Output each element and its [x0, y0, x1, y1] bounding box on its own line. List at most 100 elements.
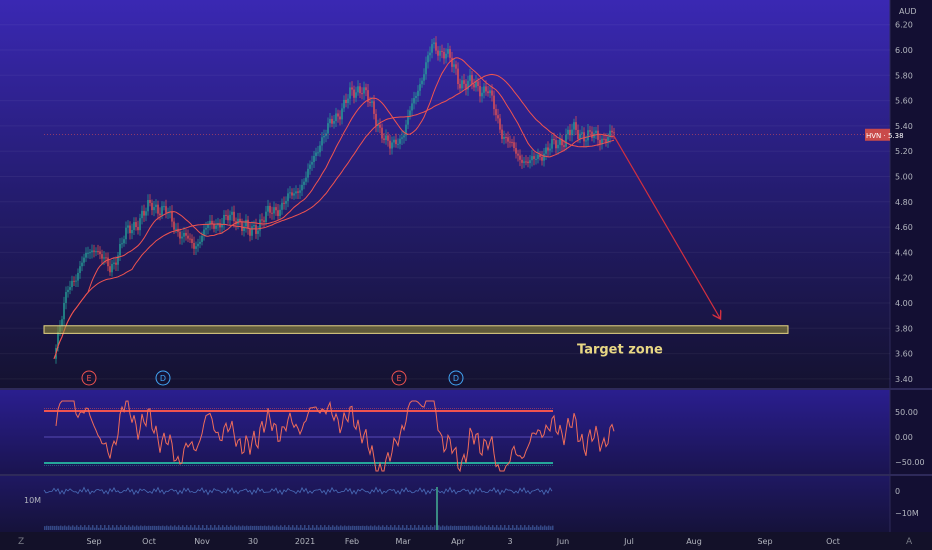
candle-body: [245, 219, 247, 227]
candle-body: [507, 137, 509, 142]
volume-bar: [280, 525, 282, 530]
volume-bar: [122, 527, 124, 530]
volume-tick-label: 0: [895, 487, 900, 496]
volume-bar: [52, 525, 54, 530]
candle-body: [411, 103, 413, 111]
volume-bar: [226, 525, 228, 530]
volume-bar: [172, 526, 174, 530]
candle-body: [289, 192, 291, 194]
volume-bar: [78, 526, 80, 530]
volume-bar: [244, 526, 246, 530]
candle-body: [265, 211, 267, 222]
candle-body: [537, 154, 539, 159]
volume-bar: [526, 527, 528, 530]
price-tick-label: 4.60: [895, 223, 913, 232]
volume-pane-background: [0, 476, 890, 532]
volume-bar: [376, 526, 378, 530]
candle-body: [461, 80, 463, 89]
volume-bar: [110, 527, 112, 530]
volume-bar: [326, 527, 328, 530]
volume-bar: [208, 527, 210, 530]
time-tick-label: Apr: [451, 537, 466, 546]
candle-body: [219, 223, 221, 228]
volume-bar: [336, 525, 338, 530]
volume-bar: [450, 525, 452, 530]
volume-bar: [214, 525, 216, 530]
candle-body: [381, 127, 383, 139]
volume-bar: [340, 525, 342, 530]
candle-body: [441, 50, 443, 52]
candle-body: [531, 156, 533, 161]
volume-bar: [180, 526, 182, 530]
candle-body: [123, 239, 125, 244]
volume-bar: [548, 525, 550, 530]
candle-body: [179, 231, 181, 239]
price-tick-label: 5.20: [895, 147, 913, 156]
volume-bar: [112, 525, 114, 530]
volume-bar: [150, 525, 152, 530]
candle-body: [347, 98, 349, 104]
volume-bar: [472, 525, 474, 530]
goto-date-button[interactable]: Z: [18, 537, 24, 547]
volume-bar: [506, 527, 508, 530]
candle-body: [277, 210, 279, 216]
volume-bar: [390, 525, 392, 530]
volume-bar: [480, 525, 482, 530]
candle-body: [479, 86, 481, 97]
candle-body: [337, 113, 339, 117]
candle-body: [315, 152, 317, 156]
volume-bar: [260, 525, 262, 530]
time-scale-background[interactable]: [0, 532, 932, 550]
volume-bar: [240, 526, 242, 530]
candle-body: [227, 215, 229, 221]
candle-body: [93, 250, 95, 252]
volume-bar: [528, 525, 530, 530]
candle-body: [321, 137, 323, 146]
candle-body: [73, 280, 75, 282]
time-tick-label: Oct: [826, 537, 840, 546]
candle-body: [539, 154, 541, 157]
volume-bar: [70, 526, 72, 530]
volume-bar: [134, 526, 136, 530]
volume-bar: [440, 526, 442, 530]
volume-bar: [314, 527, 316, 530]
candle-body: [281, 202, 283, 210]
volume-bar: [246, 525, 248, 530]
price-tick-label: 6.00: [895, 46, 913, 55]
candle-body: [485, 86, 487, 92]
volume-bar: [178, 525, 180, 530]
volume-bar: [396, 527, 398, 530]
target-zone: [43, 325, 789, 334]
volume-bar: [400, 527, 402, 530]
volume-bar: [182, 525, 184, 530]
time-tick-label: Oct: [142, 537, 156, 546]
price-scale-background[interactable]: [890, 0, 932, 532]
volume-bar: [522, 527, 524, 530]
volume-bar: [56, 525, 58, 530]
volume-bar: [210, 525, 212, 530]
candle-body: [463, 80, 465, 84]
volume-bar: [248, 526, 250, 530]
volume-bar: [366, 525, 368, 530]
volume-pane[interactable]: [43, 486, 554, 530]
candle-body: [585, 140, 587, 142]
time-tick-label: Jul: [623, 537, 634, 546]
candle-body: [443, 51, 445, 59]
volume-bar: [402, 525, 404, 530]
volume-bar: [272, 525, 274, 530]
candle-body: [271, 212, 273, 214]
volume-bar: [550, 526, 552, 530]
candle-body: [199, 241, 201, 244]
volume-bar: [352, 525, 354, 530]
volume-bar: [262, 526, 264, 530]
auto-scale-button[interactable]: A: [906, 537, 913, 547]
price-pane[interactable]: HVN · 5.38 Target zone E D E D: [0, 24, 904, 386]
volume-bar: [358, 525, 360, 530]
candle-body: [165, 206, 167, 213]
candle-body: [233, 211, 235, 222]
oscillator-pane[interactable]: [44, 400, 615, 473]
volume-bar: [498, 527, 500, 530]
volume-bar: [456, 525, 458, 530]
candle-body: [115, 262, 117, 265]
